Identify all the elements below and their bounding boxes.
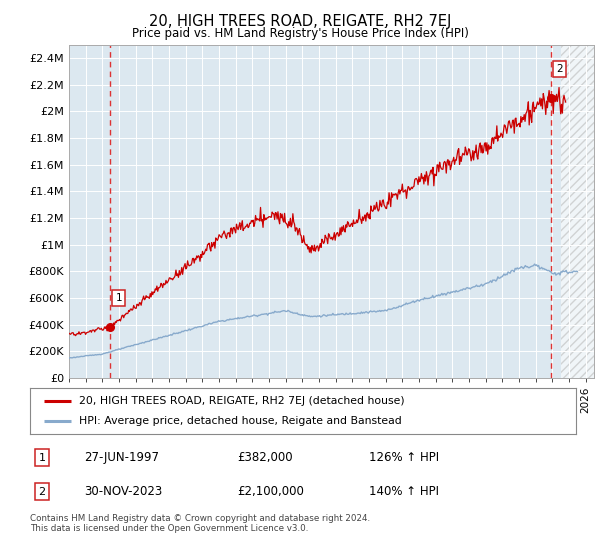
- Text: £2,100,000: £2,100,000: [238, 486, 304, 498]
- Text: HPI: Average price, detached house, Reigate and Banstead: HPI: Average price, detached house, Reig…: [79, 416, 402, 426]
- Text: 20, HIGH TREES ROAD, REIGATE, RH2 7EJ: 20, HIGH TREES ROAD, REIGATE, RH2 7EJ: [149, 14, 451, 29]
- Text: 1: 1: [38, 452, 46, 463]
- Text: 126% ↑ HPI: 126% ↑ HPI: [368, 451, 439, 464]
- Text: 20, HIGH TREES ROAD, REIGATE, RH2 7EJ (detached house): 20, HIGH TREES ROAD, REIGATE, RH2 7EJ (d…: [79, 396, 405, 406]
- Bar: [560, 45, 594, 378]
- Text: 2: 2: [38, 487, 46, 497]
- Text: 30-NOV-2023: 30-NOV-2023: [85, 486, 163, 498]
- Text: Price paid vs. HM Land Registry's House Price Index (HPI): Price paid vs. HM Land Registry's House …: [131, 27, 469, 40]
- Text: Contains HM Land Registry data © Crown copyright and database right 2024.
This d: Contains HM Land Registry data © Crown c…: [30, 514, 370, 534]
- Text: 140% ↑ HPI: 140% ↑ HPI: [368, 486, 439, 498]
- Text: 1: 1: [115, 293, 122, 303]
- Text: 2: 2: [556, 64, 563, 74]
- Text: £382,000: £382,000: [238, 451, 293, 464]
- Text: 27-JUN-1997: 27-JUN-1997: [85, 451, 160, 464]
